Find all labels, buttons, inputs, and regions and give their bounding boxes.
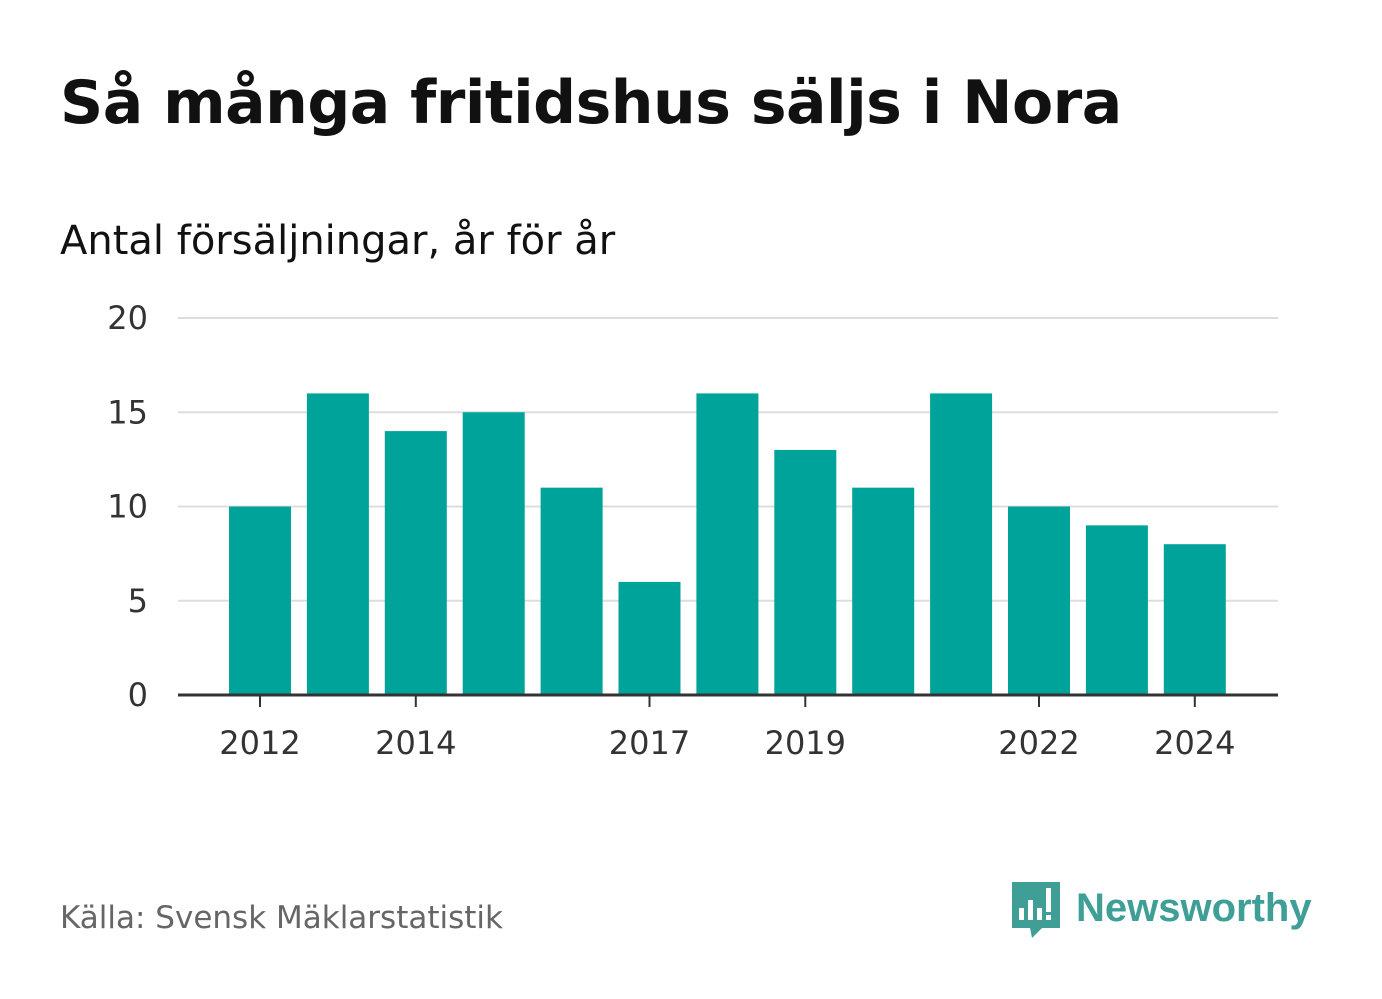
bar-2020 — [852, 487, 915, 695]
x-tick-label: 2022 — [998, 724, 1079, 762]
x-tick-label: 2012 — [219, 724, 300, 762]
source-note: Källa: Svensk Mäklarstatistik — [60, 900, 503, 936]
bar-2024 — [1163, 544, 1226, 695]
chart-subtitle: Antal försäljningar, år för år — [60, 218, 616, 264]
bar-chart: 0 5 10 15 20 2012 2014 2017 2019 2022 2024 — [107, 299, 1278, 762]
bar-2015 — [462, 412, 525, 695]
bar-2022 — [1008, 506, 1070, 695]
brand-name: Newsworthy — [1076, 885, 1312, 930]
bars — [229, 393, 1226, 695]
bar-2019 — [774, 449, 837, 695]
chart-title: Så många fritidshus säljs i Nora — [60, 68, 1122, 138]
x-axis-labels: 2012 2014 2017 2019 2022 2024 — [219, 724, 1235, 762]
y-tick-label: 5 — [128, 582, 148, 620]
brand-logo: Newsworthy — [1010, 878, 1312, 938]
y-tick-label: 10 — [107, 488, 148, 526]
x-axis — [178, 693, 1278, 707]
bar-2012 — [229, 506, 291, 695]
bar-2021 — [930, 393, 993, 695]
bar-2013 — [306, 393, 369, 695]
bar-2014 — [384, 431, 447, 695]
newsworthy-logo-icon — [1012, 882, 1060, 938]
y-tick-label: 0 — [128, 676, 148, 714]
bar-2018 — [696, 393, 759, 695]
x-tick-label: 2024 — [1154, 724, 1235, 762]
bar-2017 — [618, 581, 681, 695]
x-tick-label: 2019 — [765, 724, 846, 762]
bar-2016 — [540, 487, 603, 695]
x-tick-label: 2014 — [375, 724, 456, 762]
y-tick-label: 15 — [107, 393, 148, 431]
x-tick-label: 2017 — [609, 724, 690, 762]
bar-2023 — [1085, 525, 1148, 695]
y-tick-label: 20 — [107, 299, 148, 337]
y-axis-labels: 0 5 10 15 20 — [107, 299, 148, 714]
